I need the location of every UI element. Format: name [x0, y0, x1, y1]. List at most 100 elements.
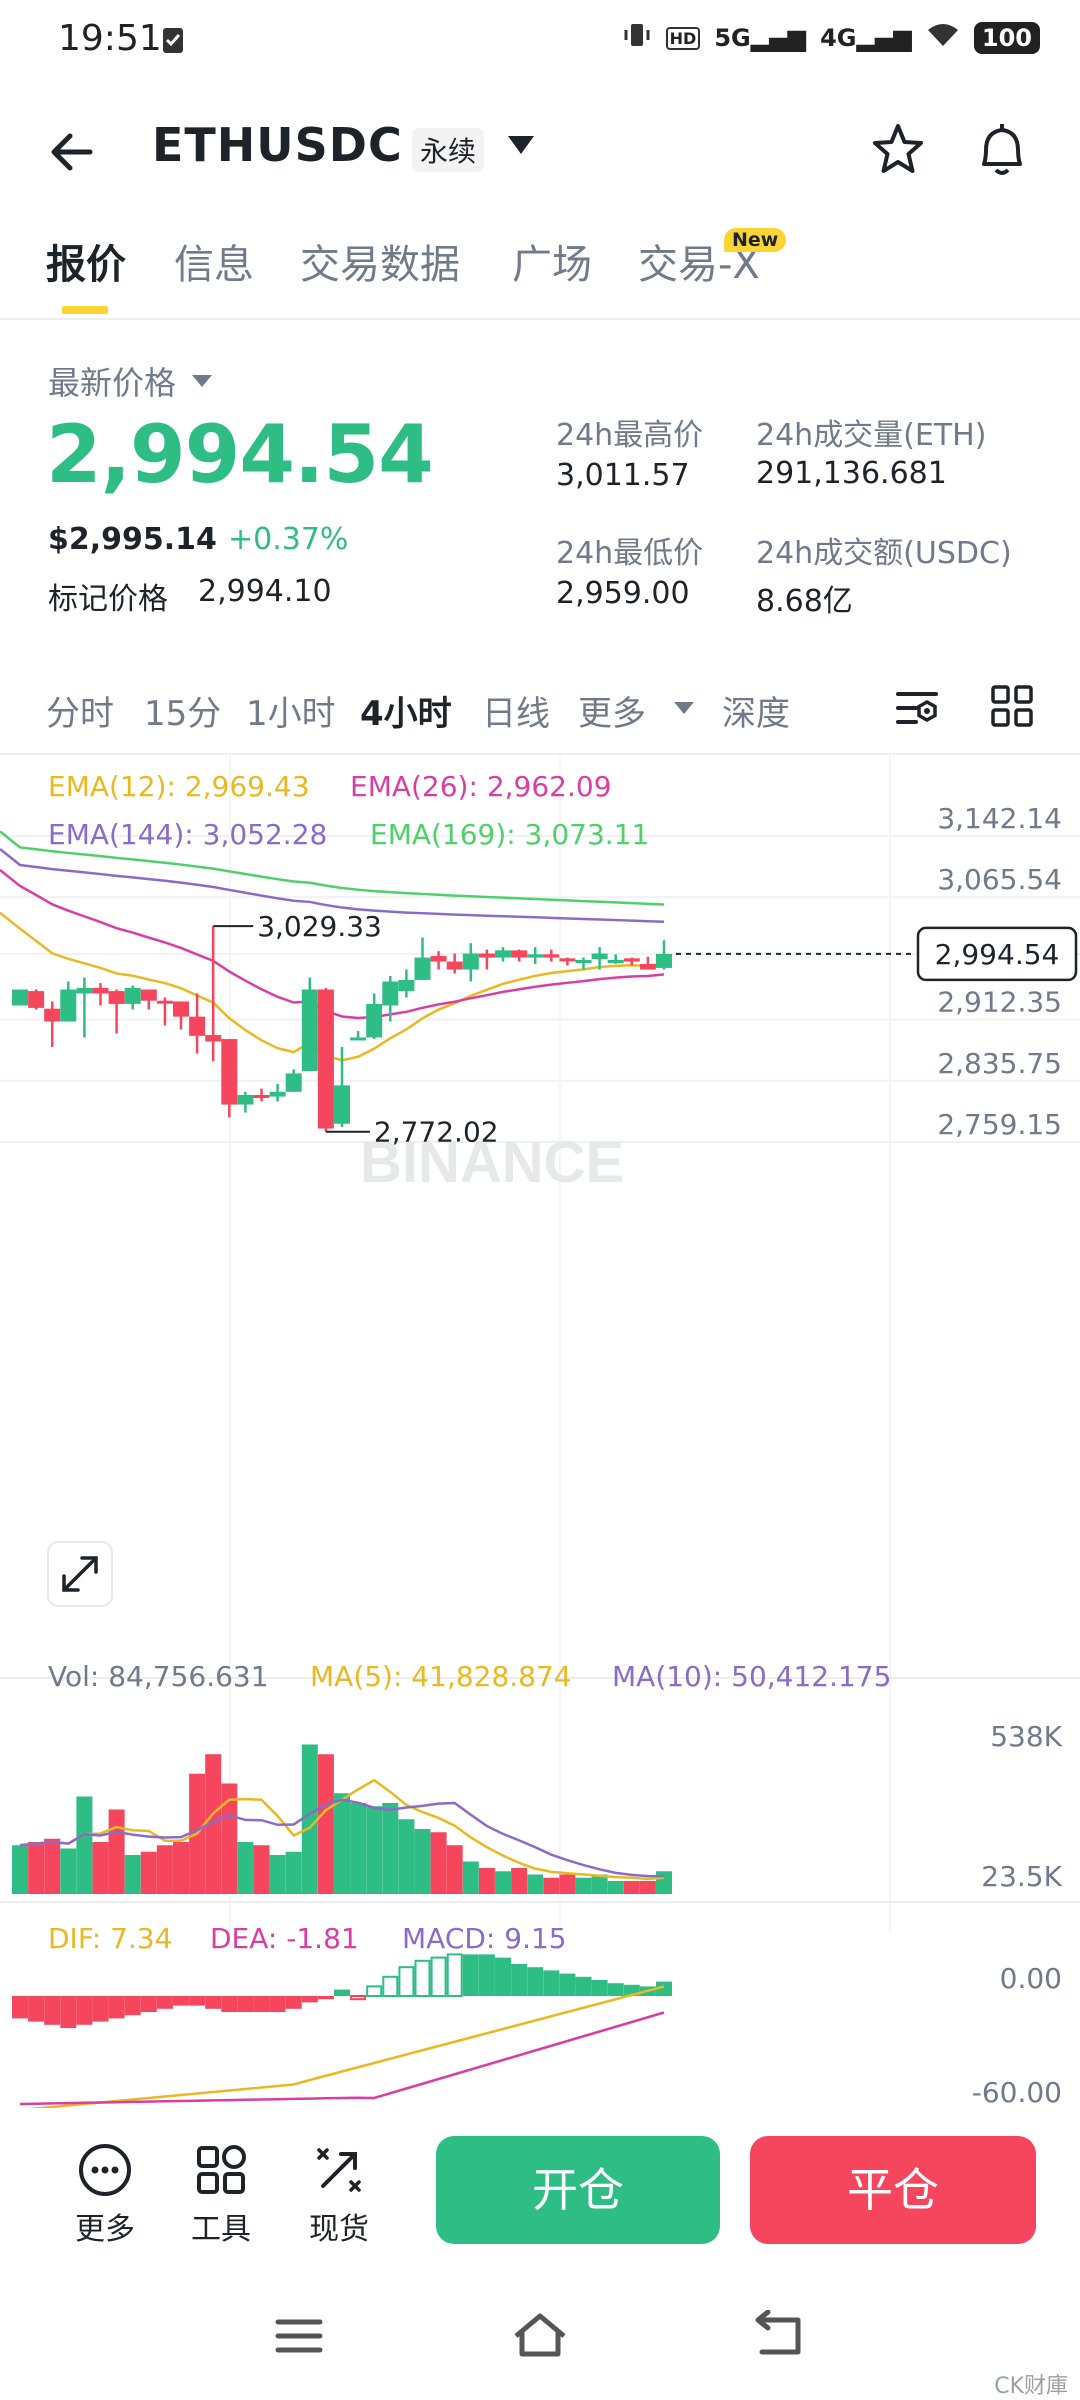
candle-body	[511, 950, 528, 958]
candle-body	[462, 953, 479, 970]
candle-body	[140, 989, 157, 1001]
status-icons: HD 5G▂▄▆ 4G▂▄▆ 100	[622, 20, 1040, 56]
candle-body	[382, 981, 399, 1006]
price-label-dropdown-icon[interactable]	[192, 375, 212, 387]
macd-bar	[543, 1970, 560, 1996]
low-24h-value: 2,959.00	[556, 576, 690, 611]
volume-bar	[527, 1874, 544, 1894]
tab-square[interactable]: 广场	[512, 242, 592, 288]
interval-1d[interactable]: 日线	[482, 694, 550, 734]
volume-bar	[156, 1845, 173, 1894]
macd-bar	[527, 1967, 544, 1996]
macd-axis-label: 0.00	[1000, 1962, 1062, 1995]
interval-1h[interactable]: 1小时	[246, 694, 336, 734]
interval-more[interactable]: 更多	[578, 694, 646, 734]
candle-body	[478, 953, 495, 958]
tools-button[interactable]: 工具	[176, 2140, 266, 2248]
volume-bar	[124, 1855, 141, 1894]
expand-chart-icon[interactable]	[47, 1541, 113, 1607]
ema26-line	[0, 868, 665, 1020]
macd-bar	[28, 1996, 45, 2022]
macd-bar	[189, 1996, 206, 2006]
tab-info[interactable]: 信息	[174, 242, 254, 288]
corner-watermark: CK财庫	[994, 2374, 1068, 2399]
volume-ma5-label: MA(5): 41,828.874	[310, 1660, 572, 1693]
close-position-button[interactable]: 平仓	[750, 2136, 1036, 2244]
candle-body	[205, 1035, 222, 1042]
contract-type-tag[interactable]: 永续	[412, 128, 485, 172]
volume-bar	[575, 1877, 592, 1894]
more-dropdown-icon[interactable]	[674, 702, 694, 714]
tab-trading-data[interactable]: 交易数据	[300, 242, 460, 288]
macd-bar	[108, 1996, 125, 2019]
ema144-label: EMA(144): 3,052.28	[48, 818, 327, 851]
current-price-box	[916, 926, 1078, 982]
candle-body	[108, 991, 125, 1004]
macd-bar	[92, 1996, 109, 2022]
bottom-action-bar: 更多 工具 现货 开仓 平仓	[0, 2110, 1080, 2270]
last-price-label[interactable]: 最新价格	[48, 364, 177, 402]
symbol-title[interactable]: ETHUSDC	[152, 118, 403, 172]
macd-bar	[559, 1973, 576, 1996]
candle-body	[591, 953, 608, 960]
back-nav-icon[interactable]	[752, 2309, 806, 2364]
candle-body	[60, 989, 77, 1022]
candle-body	[398, 979, 415, 992]
depth-tab[interactable]: 深度	[722, 694, 790, 734]
volume-ma10-label: MA(10): 50,412.175	[612, 1660, 891, 1693]
signal-5g: 5G▂▄▆	[714, 24, 807, 52]
home-icon[interactable]	[510, 2308, 570, 2364]
open-position-button[interactable]: 开仓	[436, 2136, 720, 2244]
candle-body	[350, 1037, 367, 1041]
volume-bar	[140, 1851, 157, 1894]
more-button-label: 更多	[75, 2212, 135, 2247]
more-button[interactable]: 更多	[60, 2140, 150, 2248]
macd-bar	[478, 1954, 495, 1996]
tab-quote[interactable]: 报价	[46, 242, 126, 288]
volume-bar	[430, 1832, 447, 1894]
low-24h-label: 24h最低价	[556, 536, 704, 571]
spot-button[interactable]: 现货	[294, 2140, 384, 2248]
volume-bar	[108, 1809, 125, 1894]
candle-body	[527, 954, 544, 958]
interval-time-share[interactable]: 分时	[46, 694, 114, 734]
bell-icon[interactable]	[972, 118, 1032, 182]
macd-bar	[495, 1957, 511, 1996]
macd-bar	[140, 1996, 157, 2012]
interval-15m[interactable]: 15分	[144, 694, 222, 734]
recent-apps-icon[interactable]	[274, 2316, 324, 2360]
candle-body	[285, 1073, 302, 1092]
kline-chart[interactable]: BINANCE 3,142.14 3,065.54 2,912.35 2,835.75…	[0, 752, 1080, 2108]
candle-body	[156, 1000, 173, 1004]
price-axis-label: 2,835.75	[937, 1047, 1062, 1080]
volume-bar	[334, 1793, 350, 1894]
volume-usdc-label: 24h成交额(USDC)	[756, 536, 1012, 571]
macd-bar	[156, 1996, 173, 2009]
candle-body	[607, 959, 624, 963]
macd-bar	[12, 1996, 28, 2019]
candle-body	[495, 950, 511, 958]
volume-bar	[237, 1842, 254, 1894]
symbol-dropdown-icon[interactable]	[508, 136, 534, 154]
volume-bar	[446, 1845, 463, 1894]
macd-dea-line	[19, 2011, 665, 2106]
macd-bar	[44, 1996, 61, 2025]
macd-bar	[366, 1985, 383, 1998]
favorite-star-icon[interactable]	[868, 120, 928, 180]
volume-bar	[607, 1881, 624, 1894]
candle-body	[334, 1085, 350, 1124]
volume-bar	[221, 1783, 238, 1894]
candle-body	[92, 987, 109, 994]
back-arrow-icon[interactable]	[46, 124, 102, 180]
layout-grid-icon[interactable]	[990, 684, 1034, 728]
macd-bar	[414, 1959, 431, 1998]
volume-bar	[301, 1744, 318, 1894]
macd-bar	[607, 1983, 624, 1996]
macd-bar	[76, 1996, 93, 2025]
volume-bar	[639, 1881, 656, 1894]
interval-4h[interactable]: 4小时	[360, 694, 452, 734]
price-axis-label: 3,065.54	[937, 863, 1062, 896]
macd-bar	[334, 1989, 350, 1996]
volume-bar	[656, 1871, 672, 1894]
chart-settings-icon[interactable]	[894, 686, 940, 730]
